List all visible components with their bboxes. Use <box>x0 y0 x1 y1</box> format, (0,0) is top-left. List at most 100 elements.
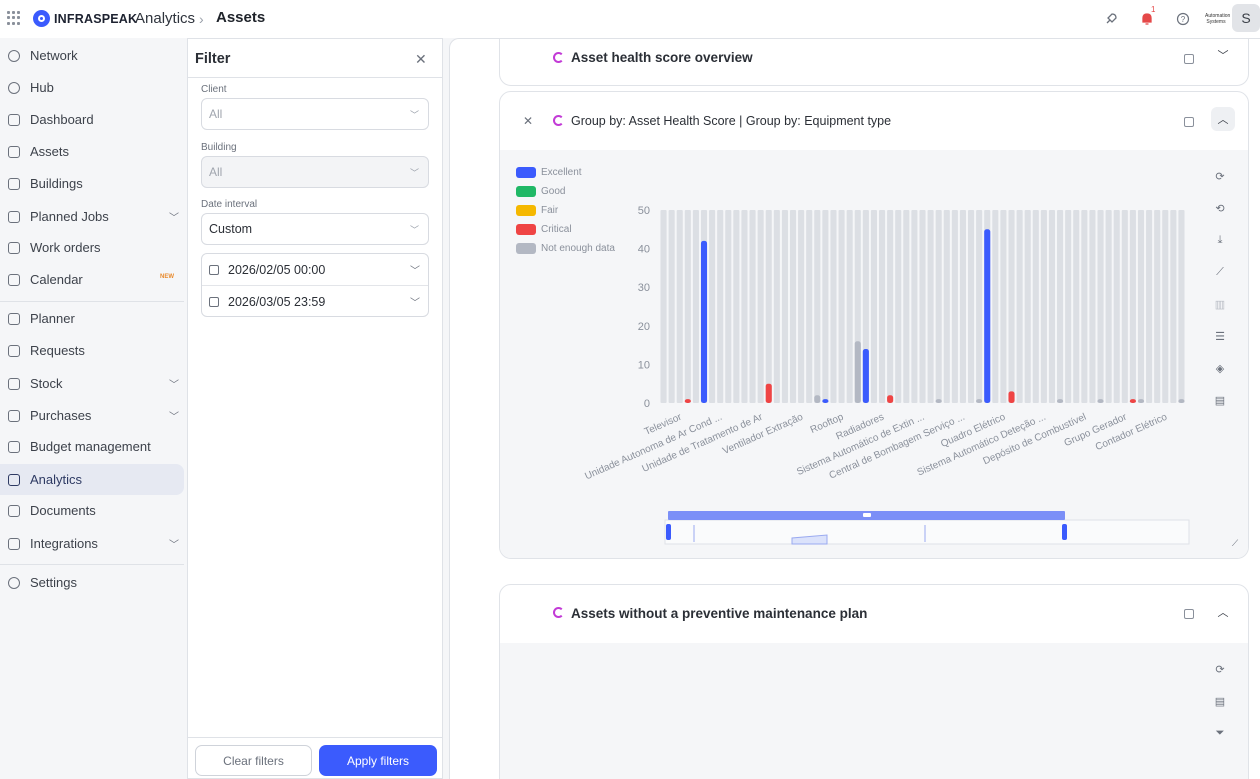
bar-track <box>725 210 732 403</box>
sidebar-item-label: Planner <box>30 311 75 326</box>
breadcrumb-analytics[interactable]: Analytics <box>135 10 196 27</box>
sidebar: Network Hub Dashboard Assets Buildings P… <box>0 38 186 779</box>
close-icon[interactable]: ✕ <box>415 51 427 67</box>
client-select[interactable]: All ﹀ <box>201 98 429 130</box>
date-from-field[interactable]: 2026/02/05 00:00 ﹀ <box>202 254 428 285</box>
apps-grid-icon[interactable] <box>7 11 21 25</box>
download-icon[interactable]: ⤓ <box>1217 234 1223 246</box>
legend-label: Good <box>541 185 566 197</box>
widget-settings-icon[interactable] <box>1184 54 1194 64</box>
bar-track <box>676 210 683 403</box>
rocket-icon[interactable] <box>1103 11 1119 27</box>
bar-track <box>1073 210 1080 403</box>
export-file-icon[interactable]: ▤ <box>1214 395 1226 407</box>
budget-icon <box>8 440 20 453</box>
filter-title: Filter <box>195 51 231 67</box>
stack-icon[interactable]: ◈ <box>1215 363 1225 375</box>
apply-filters-button[interactable]: Apply filters <box>319 745 437 776</box>
widget-settings-icon[interactable] <box>1184 609 1194 619</box>
bar-track <box>781 210 788 403</box>
bar-track <box>1089 210 1096 403</box>
date-to-field[interactable]: 2026/03/05 23:59 ﹀ <box>202 286 428 317</box>
sidebar-item-planner[interactable]: Planner <box>0 303 184 334</box>
sidebar-divider <box>0 301 184 302</box>
brand-logo[interactable]: INFRASPEAK <box>33 10 137 27</box>
chevron-up-icon: ︿ <box>1217 114 1229 126</box>
organization-logo[interactable]: Automation Systems <box>1205 13 1231 25</box>
collapse-button[interactable]: ︿ <box>1211 107 1235 131</box>
bar <box>984 229 991 403</box>
building-select[interactable]: All ﹀ <box>201 156 429 188</box>
sidebar-item-purchases[interactable]: Purchases ﹀ <box>0 400 184 431</box>
bar-track <box>717 210 724 403</box>
avatar[interactable]: S <box>1232 4 1260 32</box>
filter-icon[interactable]: ⏷ <box>1215 727 1225 739</box>
bar-track <box>887 210 894 403</box>
resize-handle-icon[interactable]: ⟋ <box>1231 538 1239 548</box>
bar-track <box>870 210 877 403</box>
bar-track <box>692 210 699 403</box>
sidebar-item-planned-jobs[interactable]: Planned Jobs ﹀ <box>0 201 184 232</box>
legend-item-fair[interactable]: Fair <box>516 204 558 216</box>
sidebar-item-label: Network <box>30 48 78 63</box>
buildings-icon <box>8 177 20 190</box>
sidebar-item-label: Settings <box>30 575 77 590</box>
chevron-down-icon: ﹀ <box>169 213 179 224</box>
refresh-icon[interactable]: ⟳ <box>1215 664 1225 676</box>
bell-icon[interactable] <box>1139 11 1155 27</box>
legend-item-good[interactable]: Good <box>516 185 565 197</box>
widget-icon <box>553 52 564 63</box>
legend-item-critical[interactable]: Critical <box>516 223 572 235</box>
export-file-icon[interactable]: ▤ <box>1214 696 1226 708</box>
date-interval-select[interactable]: Custom ﹀ <box>201 213 429 245</box>
sidebar-divider <box>0 564 184 565</box>
widget-settings-icon[interactable] <box>1184 117 1194 127</box>
legend-item-not-enough-data[interactable]: Not enough data <box>516 242 615 254</box>
stock-icon <box>8 377 20 390</box>
bar-track <box>765 210 772 403</box>
refresh-icon[interactable]: ⟳ <box>1215 171 1225 183</box>
calendar-icon <box>209 264 219 275</box>
sidebar-item-integrations[interactable]: Integrations ﹀ <box>0 528 184 559</box>
y-tick-label: 10 <box>638 359 650 371</box>
sidebar-item-buildings[interactable]: Buildings <box>0 168 184 199</box>
y-tick-label: 40 <box>638 244 650 256</box>
bar <box>976 399 983 403</box>
sidebar-item-budget-management[interactable]: Budget management <box>0 431 184 462</box>
sidebar-item-assets[interactable]: Assets <box>0 136 184 167</box>
help-icon[interactable]: ? <box>1175 11 1191 27</box>
bar-track <box>789 210 797 403</box>
bar-track <box>1178 210 1185 403</box>
sidebar-item-network[interactable]: Network <box>0 40 184 71</box>
clear-filters-button[interactable]: Clear filters <box>195 745 312 776</box>
sidebar-item-documents[interactable]: Documents <box>0 495 184 526</box>
collapse-button[interactable]: ︿ <box>1211 600 1235 624</box>
sidebar-item-settings[interactable]: Settings <box>0 567 184 598</box>
group-by-chart-card: ✕ Group by: Asset Health Score | Group b… <box>499 91 1249 559</box>
main-content: Asset health score overview ﹀ ✕ Group by… <box>449 38 1260 779</box>
chevron-down-icon: ﹀ <box>1217 50 1229 62</box>
sidebar-item-dashboard[interactable]: Dashboard <box>0 104 184 135</box>
bar <box>700 240 708 403</box>
bar <box>1008 391 1015 403</box>
sidebar-item-analytics[interactable]: Analytics <box>0 464 184 495</box>
sidebar-item-calendar[interactable]: Calendar NEW <box>0 264 184 295</box>
building-value: All <box>209 165 223 179</box>
sidebar-item-hub[interactable]: Hub <box>0 72 184 103</box>
sidebar-item-stock[interactable]: Stock ﹀ <box>0 368 184 399</box>
sidebar-item-requests[interactable]: Requests <box>0 335 184 366</box>
restore-icon[interactable]: ⟲ <box>1215 203 1225 215</box>
close-icon[interactable]: ✕ <box>522 114 534 128</box>
expand-button[interactable]: ﹀ <box>1211 43 1235 67</box>
horizontal-bar-icon[interactable]: ☰ <box>1215 331 1225 343</box>
bar-track <box>733 210 740 403</box>
bar-track <box>919 210 926 403</box>
bar-track <box>1105 210 1112 403</box>
bar-chart-icon[interactable]: ▥ <box>1214 299 1226 311</box>
sidebar-item-label: Analytics <box>30 472 83 487</box>
requests-icon <box>8 344 20 357</box>
legend-label: Fair <box>541 204 559 216</box>
legend-item-excellent[interactable]: Excellent <box>516 166 582 178</box>
line-chart-icon[interactable]: ⟋ <box>1216 266 1224 278</box>
sidebar-item-work-orders[interactable]: Work orders <box>0 232 184 263</box>
